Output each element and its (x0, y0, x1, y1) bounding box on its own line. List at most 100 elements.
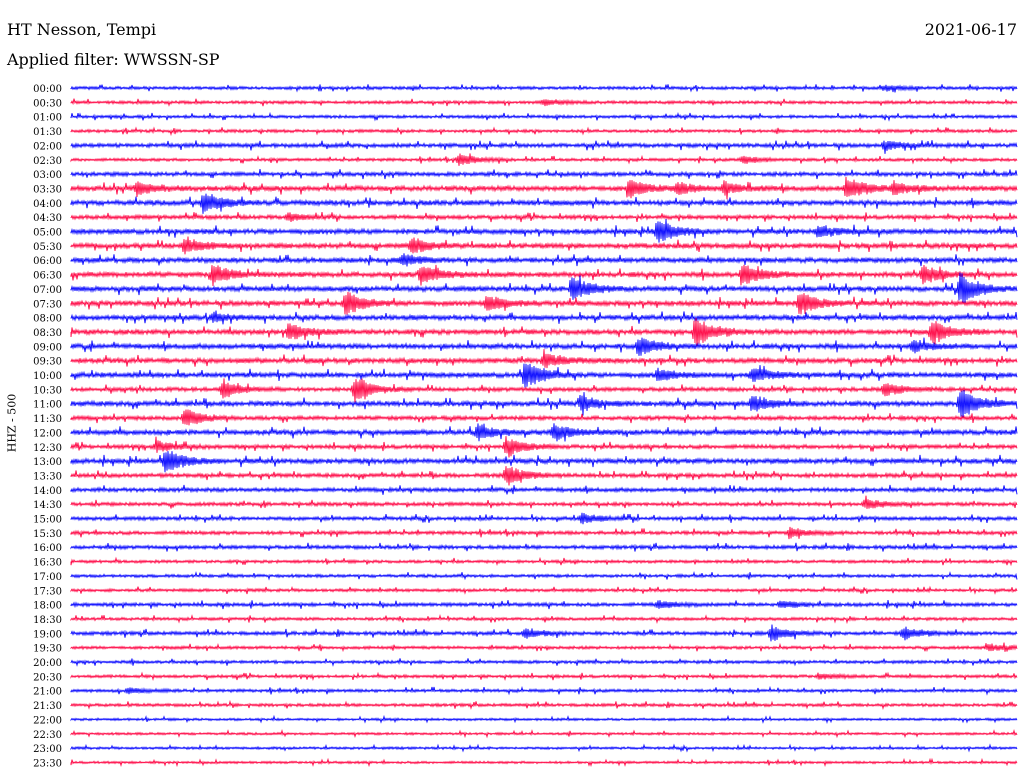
row-time-label: 18:00 (33, 601, 62, 612)
seismic-trace-row (70, 624, 1018, 642)
seismic-trace-row (70, 484, 1018, 495)
row-time-label: 13:30 (33, 471, 62, 482)
row-time-label: 06:30 (33, 271, 62, 282)
station-title: HT Nesson, Tempi (7, 20, 157, 39)
row-time-label: 06:00 (33, 256, 62, 267)
seismic-trace-row (70, 657, 1018, 667)
seismic-trace-row (70, 542, 1018, 552)
filter-label: Applied filter: WWSSN-SP (7, 50, 220, 69)
row-time-label: 23:00 (33, 744, 62, 755)
seismic-trace-row (70, 264, 1018, 287)
row-time-label: 16:00 (33, 543, 62, 554)
seismic-trace-row (70, 98, 1018, 107)
row-time-label: 00:00 (33, 84, 62, 95)
row-time-label: 19:00 (33, 629, 62, 640)
row-time-label: 02:00 (33, 141, 62, 152)
row-time-label: 14:30 (33, 500, 62, 511)
row-time-label: 18:30 (33, 615, 62, 626)
seismic-trace-row (70, 363, 1018, 388)
seismic-trace-row (70, 126, 1018, 137)
row-time-label: 07:30 (33, 299, 62, 310)
row-time-label: 05:00 (33, 228, 62, 239)
row-label-group: 00:00 00:30 01:00 01:30 02:00 02:30 03:00 03:30… (33, 84, 62, 769)
seismic-trace-row (70, 451, 1018, 473)
seismic-trace-row (70, 466, 1018, 486)
row-time-label: 10:00 (33, 371, 62, 382)
row-time-label: 15:00 (33, 515, 62, 526)
seismic-trace-row (70, 272, 1018, 304)
row-time-label: 17:00 (33, 572, 62, 583)
row-time-label: 00:30 (33, 98, 62, 109)
seismic-trace-row (70, 236, 1018, 255)
seismic-trace-row (70, 153, 1018, 166)
row-time-label: 14:00 (33, 486, 62, 497)
seismic-trace-row (70, 571, 1018, 581)
seismic-trace-row (70, 495, 1018, 509)
row-time-label: 03:00 (33, 170, 62, 181)
seismic-trace-row (70, 218, 1018, 243)
seismic-trace-row (70, 671, 1018, 682)
row-time-label: 22:30 (33, 730, 62, 741)
row-time-label: 11:00 (33, 400, 62, 411)
row-time-label: 08:00 (33, 314, 62, 325)
seismic-trace-row (70, 743, 1018, 753)
row-time-label: 02:30 (33, 156, 62, 167)
seismic-trace-row (70, 600, 1018, 610)
seismic-trace-row (70, 585, 1018, 596)
row-time-label: 09:00 (33, 342, 62, 353)
row-time-label: 05:30 (33, 242, 62, 253)
row-time-label: 13:00 (33, 457, 62, 468)
row-time-label: 16:30 (33, 558, 62, 569)
seismic-trace-row (70, 556, 1018, 567)
row-time-label: 01:30 (33, 127, 62, 138)
seismic-trace-row (70, 169, 1018, 180)
seismic-trace-row (70, 729, 1018, 739)
seismic-trace-row (70, 526, 1018, 540)
seismic-trace-row (70, 193, 1018, 214)
seismic-trace-row (70, 714, 1018, 724)
row-time-label: 15:30 (33, 529, 62, 540)
row-time-label: 08:30 (33, 328, 62, 339)
seismic-trace-row (70, 253, 1018, 267)
row-time-label: 04:00 (33, 199, 62, 210)
row-time-label: 07:00 (33, 285, 62, 296)
seismic-trace-row (70, 83, 1018, 93)
seismic-trace-row (70, 318, 1018, 348)
date-label: 2021-06-17 (924, 20, 1017, 39)
trace-group (70, 83, 1018, 768)
seismic-trace-row (70, 176, 1018, 200)
row-time-label: 04:30 (33, 213, 62, 224)
row-time-label: 20:30 (33, 672, 62, 683)
row-time-label: 12:00 (33, 428, 62, 439)
row-time-label: 01:00 (33, 113, 62, 124)
row-time-label: 11:30 (33, 414, 62, 425)
seismic-trace-row (70, 291, 1018, 315)
seismic-trace-row (70, 378, 1018, 403)
seismic-trace-row (70, 409, 1018, 426)
seismic-trace-row (70, 337, 1018, 356)
seismic-trace-row (70, 310, 1018, 325)
seismic-trace-row (70, 642, 1018, 653)
seismic-trace-row (70, 349, 1018, 369)
row-time-label: 23:30 (33, 758, 62, 769)
seismic-trace-row (70, 389, 1018, 420)
seismic-trace-row (70, 512, 1018, 525)
seismic-trace-row (70, 423, 1018, 442)
row-time-label: 17:30 (33, 586, 62, 597)
row-time-label: 10:30 (33, 385, 62, 396)
row-time-label: 12:30 (33, 443, 62, 454)
seismic-trace-row (70, 140, 1018, 154)
seismic-trace-row (70, 212, 1018, 223)
row-time-label: 19:30 (33, 644, 62, 655)
seismic-trace-row (70, 614, 1018, 625)
row-time-label: 03:30 (33, 184, 62, 195)
row-time-label: 21:00 (33, 687, 62, 698)
row-time-label: 21:30 (33, 701, 62, 712)
row-time-label: 09:30 (33, 357, 62, 368)
row-time-label: 22:00 (33, 715, 62, 726)
seismic-trace-row (70, 757, 1018, 768)
seismic-trace-row (70, 685, 1018, 696)
seismic-trace-row (70, 699, 1018, 710)
seismic-trace-row (70, 436, 1018, 458)
